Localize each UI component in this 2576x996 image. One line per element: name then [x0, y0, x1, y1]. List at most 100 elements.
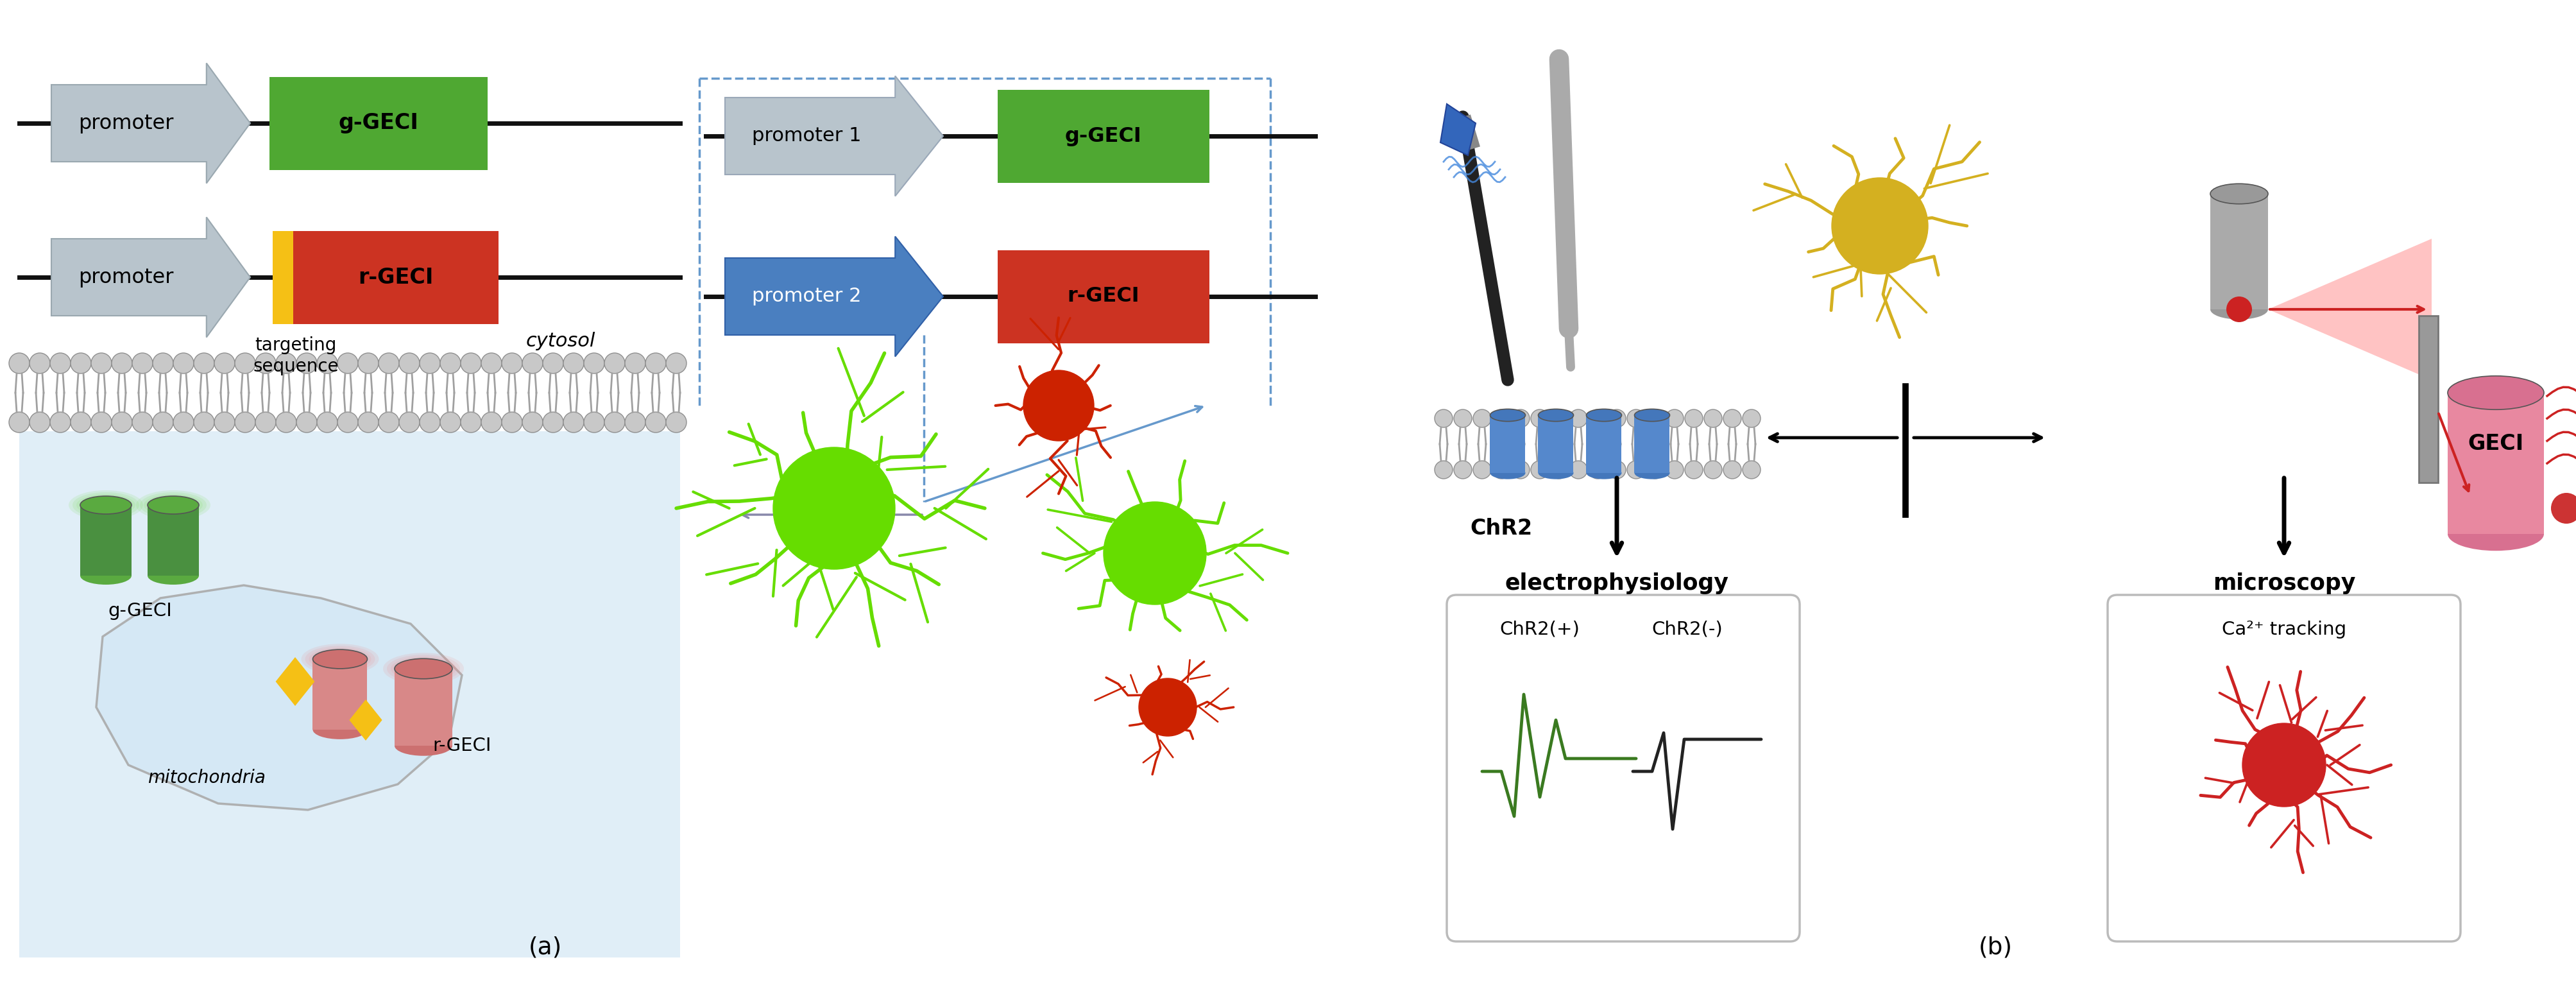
Circle shape: [358, 353, 379, 374]
Text: r-GECI: r-GECI: [1066, 287, 1139, 307]
Circle shape: [234, 412, 255, 432]
Circle shape: [276, 412, 296, 432]
Circle shape: [626, 412, 644, 432]
FancyBboxPatch shape: [80, 505, 131, 576]
Ellipse shape: [1489, 467, 1525, 479]
Ellipse shape: [1489, 409, 1525, 421]
Polygon shape: [724, 236, 943, 357]
Circle shape: [523, 412, 544, 432]
Circle shape: [193, 412, 214, 432]
Circle shape: [482, 412, 502, 432]
FancyBboxPatch shape: [2210, 194, 2267, 310]
Circle shape: [276, 353, 296, 374]
Circle shape: [234, 353, 255, 374]
FancyBboxPatch shape: [1448, 595, 1798, 941]
Circle shape: [2550, 493, 2576, 524]
Circle shape: [1530, 461, 1548, 479]
Circle shape: [1723, 409, 1741, 427]
Circle shape: [644, 412, 665, 432]
Ellipse shape: [1633, 467, 1669, 479]
Ellipse shape: [147, 496, 198, 514]
Text: promoter: promoter: [77, 267, 173, 287]
Circle shape: [1589, 461, 1607, 479]
Ellipse shape: [147, 567, 198, 585]
Ellipse shape: [80, 496, 131, 514]
Ellipse shape: [80, 567, 131, 585]
Ellipse shape: [312, 649, 368, 668]
Circle shape: [70, 353, 90, 374]
Ellipse shape: [2447, 517, 2543, 551]
Circle shape: [152, 353, 173, 374]
Circle shape: [1492, 461, 1510, 479]
Circle shape: [1435, 409, 1453, 427]
Circle shape: [1512, 461, 1530, 479]
Circle shape: [90, 353, 111, 374]
Circle shape: [544, 353, 564, 374]
Circle shape: [1685, 409, 1703, 427]
Circle shape: [440, 412, 461, 432]
FancyBboxPatch shape: [394, 668, 453, 746]
Ellipse shape: [304, 645, 376, 672]
Circle shape: [1741, 409, 1759, 427]
Text: GECI: GECI: [2468, 433, 2522, 455]
Ellipse shape: [77, 494, 137, 516]
Ellipse shape: [312, 720, 368, 739]
Ellipse shape: [2210, 299, 2267, 320]
Circle shape: [49, 412, 70, 432]
Circle shape: [255, 353, 276, 374]
Circle shape: [1453, 409, 1471, 427]
Circle shape: [585, 412, 605, 432]
Ellipse shape: [2210, 183, 2267, 204]
Text: promoter: promoter: [77, 114, 173, 133]
Ellipse shape: [309, 647, 371, 670]
Text: targeting
sequence: targeting sequence: [252, 337, 337, 375]
Circle shape: [665, 353, 685, 374]
FancyBboxPatch shape: [2447, 392, 2543, 534]
Text: g-GECI: g-GECI: [1064, 126, 1141, 146]
Circle shape: [1703, 461, 1721, 479]
FancyBboxPatch shape: [2419, 316, 2437, 483]
FancyBboxPatch shape: [1489, 415, 1525, 473]
Polygon shape: [350, 699, 381, 741]
FancyBboxPatch shape: [273, 231, 319, 324]
Circle shape: [317, 353, 337, 374]
Ellipse shape: [70, 490, 144, 520]
FancyBboxPatch shape: [270, 77, 487, 169]
Text: r-GECI: r-GECI: [358, 267, 433, 288]
Circle shape: [1664, 409, 1682, 427]
Text: (b): (b): [1978, 936, 2012, 959]
Circle shape: [482, 353, 502, 374]
Circle shape: [1473, 409, 1492, 427]
Circle shape: [1023, 371, 1095, 441]
Circle shape: [317, 412, 337, 432]
Circle shape: [1607, 409, 1625, 427]
Text: promoter 2: promoter 2: [752, 287, 860, 306]
Polygon shape: [724, 76, 943, 196]
Circle shape: [544, 412, 564, 432]
Circle shape: [1685, 461, 1703, 479]
Circle shape: [70, 412, 90, 432]
Circle shape: [1569, 409, 1587, 427]
Circle shape: [2241, 723, 2326, 807]
Circle shape: [523, 353, 544, 374]
Circle shape: [90, 412, 111, 432]
Ellipse shape: [301, 643, 379, 674]
Circle shape: [214, 412, 234, 432]
Circle shape: [461, 412, 482, 432]
Circle shape: [1703, 409, 1721, 427]
Text: g-GECI: g-GECI: [337, 113, 417, 133]
Text: r-GECI: r-GECI: [433, 737, 492, 755]
Ellipse shape: [144, 494, 204, 516]
Circle shape: [193, 353, 214, 374]
Circle shape: [564, 412, 585, 432]
Circle shape: [1589, 409, 1607, 427]
Circle shape: [131, 412, 152, 432]
FancyBboxPatch shape: [1538, 415, 1574, 473]
Text: microscopy: microscopy: [2213, 573, 2354, 595]
Circle shape: [28, 412, 49, 432]
Circle shape: [1453, 461, 1471, 479]
Circle shape: [255, 412, 276, 432]
FancyBboxPatch shape: [312, 659, 368, 730]
Ellipse shape: [1587, 467, 1620, 479]
Circle shape: [1646, 409, 1664, 427]
